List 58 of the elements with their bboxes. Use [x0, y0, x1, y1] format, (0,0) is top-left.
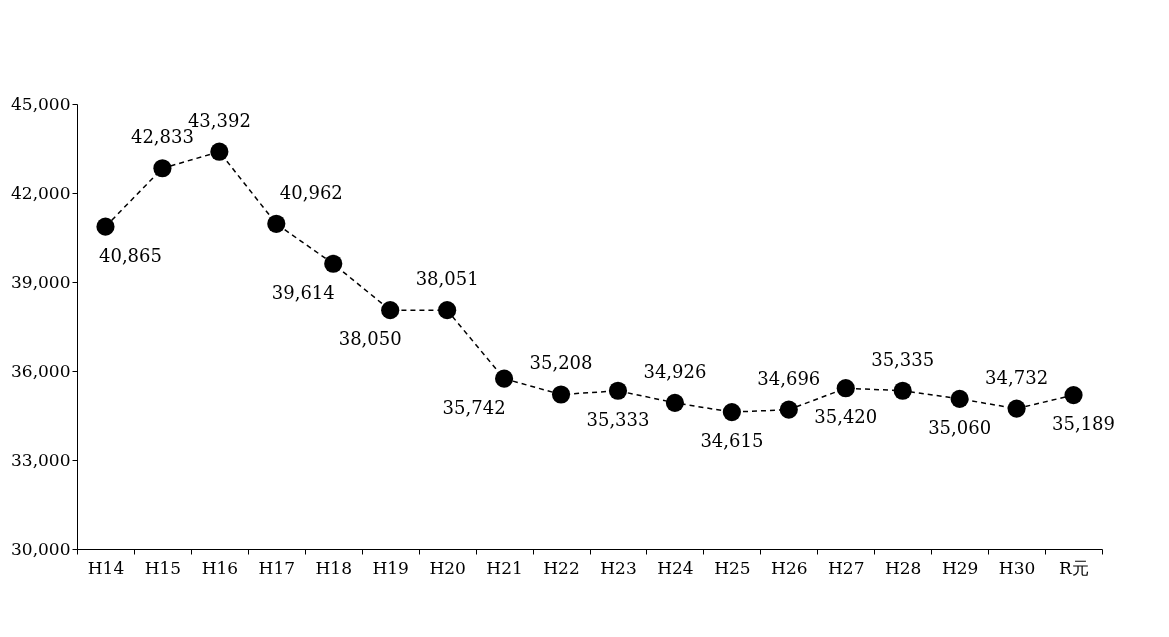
x-tick-label: R元 [1059, 557, 1089, 578]
point [551, 385, 571, 404]
point [836, 379, 855, 398]
x-tick-label: H18 [315, 557, 352, 578]
point [893, 381, 912, 400]
data-label: 38,051 [415, 268, 479, 290]
x-tick-label: H20 [429, 557, 466, 578]
x-tick-label: H14 [87, 557, 125, 578]
y-tick-label: 39,000 [11, 271, 71, 292]
data-label: 35,208 [529, 352, 593, 374]
point [96, 217, 115, 236]
x-tick-label: H27 [828, 557, 865, 578]
data-label: 34,696 [757, 367, 821, 389]
point [665, 393, 684, 412]
x-tick-label: H28 [884, 557, 922, 578]
x-tick-label: H25 [714, 557, 751, 578]
x-tick-label: H15 [144, 557, 182, 578]
point [153, 159, 172, 178]
point [950, 389, 969, 408]
data-label: 34,926 [643, 360, 707, 382]
point [1007, 399, 1026, 418]
point [1064, 385, 1083, 405]
x-tick-label: H21 [486, 557, 523, 578]
point [438, 301, 457, 320]
data-label: 40,962 [279, 181, 343, 203]
data-label: 35,060 [928, 416, 992, 438]
y-tick-label: 30,000 [11, 538, 71, 559]
x-tick-label: H29 [941, 557, 979, 578]
x-tick-label: H26 [771, 557, 808, 578]
x-tick-label: H30 [998, 557, 1036, 578]
y-tick-label: 36,000 [11, 360, 71, 381]
data-label: 35,333 [586, 408, 650, 430]
data-label: 39,614 [271, 281, 335, 303]
point [779, 400, 798, 419]
data-label: 35,420 [814, 406, 878, 428]
y-tick-label: 45,000 [11, 93, 71, 114]
x-tick-label: H19 [372, 557, 409, 578]
data-label: 34,732 [985, 366, 1049, 388]
x-tick-label: H22 [543, 557, 580, 578]
data-label: 35,335 [871, 348, 935, 370]
y-tick-label: 42,000 [11, 182, 71, 203]
x-tick-label: H24 [657, 557, 694, 578]
point [210, 142, 229, 161]
point [267, 214, 286, 233]
x-tick-label: H16 [201, 557, 239, 578]
y-tick-label: 33,000 [11, 449, 71, 470]
point [324, 254, 343, 273]
data-label: 40,865 [98, 244, 162, 266]
data-label: 38,050 [338, 328, 402, 350]
point [495, 369, 514, 388]
data-label: 35,189 [1052, 413, 1116, 435]
data-label: 34,615 [700, 430, 764, 452]
x-tick-label: H17 [258, 557, 296, 578]
point [381, 301, 400, 320]
x-tick-label: H23 [600, 557, 637, 578]
point [608, 381, 628, 400]
data-label: 35,742 [442, 396, 506, 418]
point [722, 403, 741, 422]
